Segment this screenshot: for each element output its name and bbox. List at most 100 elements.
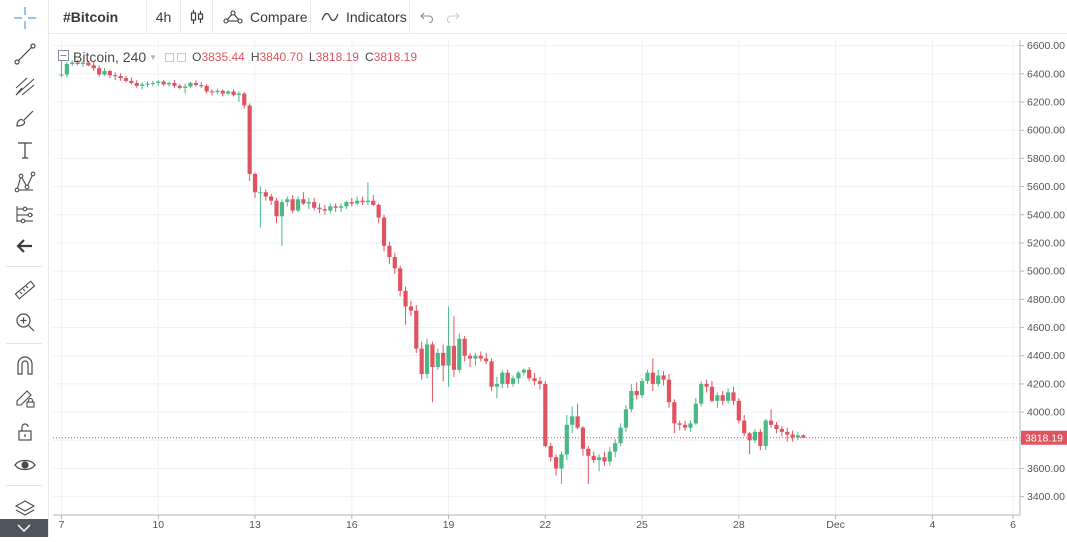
- candle: [199, 82, 204, 88]
- y-tick-label: 6400.00: [1027, 68, 1065, 80]
- candle-body: [575, 416, 580, 428]
- unlock-icon[interactable]: [12, 419, 38, 445]
- candle: [279, 199, 285, 246]
- eye-icon[interactable]: [12, 452, 38, 478]
- collapse-legend-icon[interactable]: [58, 50, 69, 64]
- candle: [113, 72, 118, 81]
- ruler-icon[interactable]: [12, 277, 38, 303]
- chart-type-button[interactable]: [181, 0, 213, 33]
- redo-icon[interactable]: [446, 11, 460, 23]
- candle-body: [129, 80, 134, 83]
- x-tick-label: 10: [152, 519, 164, 531]
- candle: [328, 203, 333, 214]
- candle: [349, 197, 354, 207]
- candle-body: [623, 409, 629, 428]
- candle: [129, 77, 134, 85]
- candle-body: [161, 81, 166, 85]
- candle-body: [510, 378, 516, 384]
- series-legend: Bitcoin, 240 ▼ O 3835.44 H 3840.70 L 3818.1…: [58, 47, 417, 67]
- trend-line-icon[interactable]: [12, 41, 38, 67]
- candle-body: [484, 358, 489, 362]
- legend-eye-icon[interactable]: [177, 52, 187, 62]
- candle: [209, 89, 215, 96]
- candle-body: [172, 82, 177, 86]
- x-tick-label: 22: [539, 519, 551, 531]
- legend-symbol[interactable]: Bitcoin, 240: [73, 49, 147, 65]
- candle-body: [742, 420, 747, 434]
- candle-body: [446, 345, 451, 366]
- x-tick-label: 19: [443, 519, 455, 531]
- candle: [392, 252, 397, 274]
- indicators-button[interactable]: Indicators: [311, 0, 410, 33]
- candle-body: [462, 338, 467, 356]
- pitchfork-icon[interactable]: [12, 73, 38, 99]
- toolbar-collapse-button[interactable]: [0, 519, 48, 537]
- candle: [156, 80, 161, 86]
- price-axis[interactable]: 3400.003600.003800.004000.004200.004400.…: [1020, 40, 1065, 503]
- high-value: 3840.70: [259, 50, 303, 64]
- interval-button[interactable]: 4h: [147, 0, 181, 33]
- candle-body: [596, 457, 602, 461]
- compare-button[interactable]: Compare: [213, 0, 311, 33]
- candle-body: [328, 206, 333, 211]
- lock-drawing-icon[interactable]: [12, 385, 38, 411]
- text-icon[interactable]: [12, 137, 38, 163]
- x-tick-label: Dec: [826, 519, 845, 531]
- candle-body: [634, 390, 639, 396]
- symbol-label: #Bitcoin: [63, 8, 119, 25]
- candle-body: [591, 455, 596, 461]
- candle: [618, 423, 623, 446]
- zoom-in-icon[interactable]: [12, 309, 38, 335]
- candle: [543, 381, 548, 448]
- candle-body: [645, 372, 650, 382]
- symbol-search-button[interactable]: #Bitcoin: [50, 0, 147, 33]
- candle: [317, 203, 322, 214]
- candle-body: [107, 71, 112, 76]
- candle-body: [360, 200, 365, 203]
- candle: [580, 426, 586, 456]
- y-tick-label: 4800.00: [1027, 294, 1065, 306]
- candle: [322, 204, 328, 215]
- magnet-icon[interactable]: [12, 353, 38, 379]
- prediction-icon[interactable]: [12, 201, 38, 227]
- candle-body: [580, 427, 586, 449]
- candle: [575, 403, 580, 430]
- pattern-icon[interactable]: [12, 169, 38, 195]
- crosshair-icon[interactable]: [12, 5, 38, 31]
- legend-settings-icon[interactable]: [165, 52, 175, 62]
- legend-dropdown-icon[interactable]: ▼: [149, 52, 158, 62]
- brush-icon[interactable]: [12, 105, 38, 131]
- candle: [252, 172, 258, 198]
- candle: [236, 91, 241, 103]
- candle-body: [64, 63, 69, 75]
- candle: [183, 83, 188, 94]
- candle-body: [226, 91, 231, 94]
- candle-body: [725, 392, 731, 401]
- candle: [365, 182, 371, 205]
- candle-body: [505, 372, 510, 384]
- layers-icon[interactable]: [12, 494, 38, 520]
- candle-body: [774, 424, 779, 430]
- candle-body: [306, 202, 311, 204]
- candle-body: [478, 355, 483, 359]
- candle-body: [494, 383, 500, 387]
- candle: [666, 374, 672, 408]
- candle-body: [236, 93, 241, 95]
- candle: [123, 75, 129, 83]
- candle: [731, 386, 736, 406]
- candle: [118, 73, 123, 81]
- candle-body: [269, 196, 274, 201]
- candle: [785, 427, 790, 442]
- candle: [398, 265, 403, 297]
- undo-icon[interactable]: [420, 11, 434, 23]
- candle: [360, 196, 365, 205]
- candle-body: [118, 75, 123, 79]
- back-arrow-icon[interactable]: [12, 233, 38, 259]
- candle: [656, 369, 661, 387]
- candle-body: [586, 448, 591, 456]
- time-axis[interactable]: 7 10 13 16 19 22 25 28 Dec 4 6: [59, 515, 1017, 531]
- candle-body: [656, 375, 661, 384]
- candle: [532, 372, 537, 386]
- candle-body: [629, 390, 634, 410]
